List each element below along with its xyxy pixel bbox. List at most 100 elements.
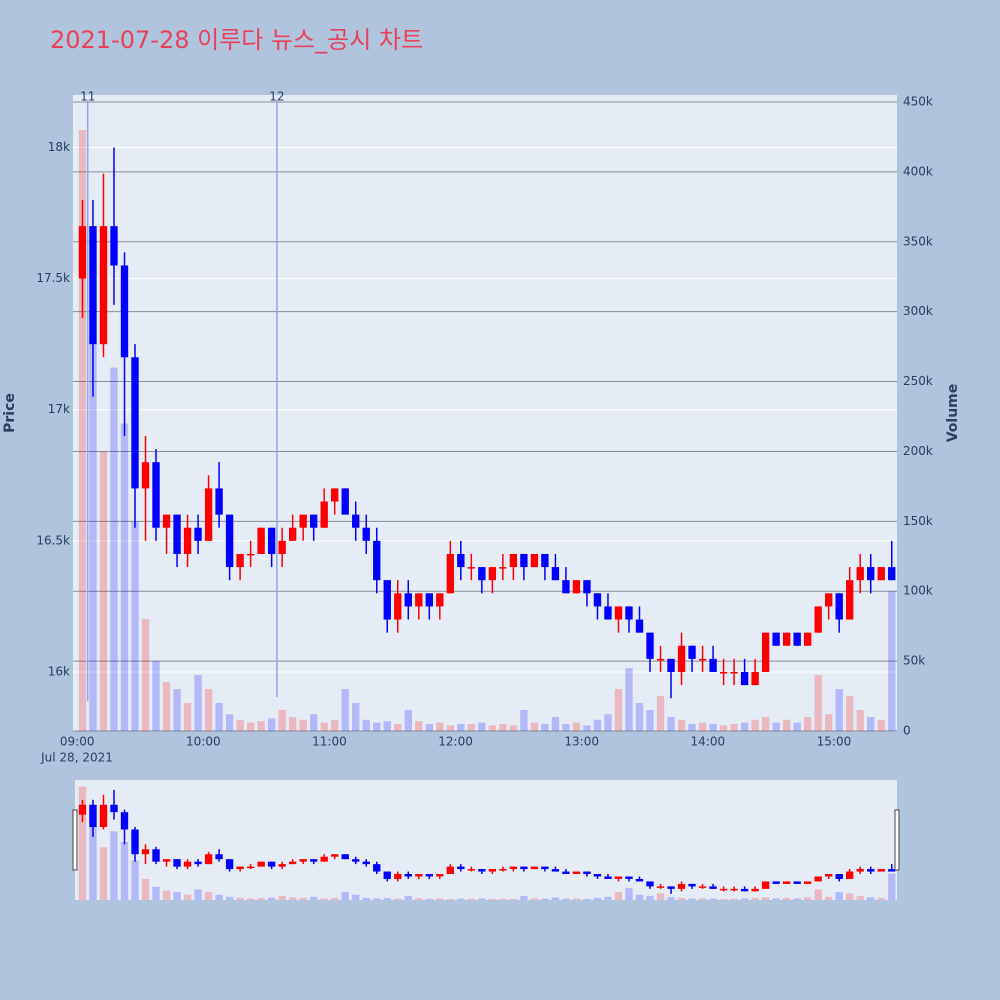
candle-volume-bar xyxy=(341,689,349,731)
slider-body xyxy=(688,883,696,887)
candle-body xyxy=(446,553,454,594)
slider-volume-bar xyxy=(310,896,318,900)
slider-body xyxy=(856,869,864,872)
candle-body xyxy=(646,632,654,659)
candle-body xyxy=(310,514,318,528)
slider-body xyxy=(299,859,307,862)
candle-body xyxy=(352,514,360,528)
slider-volume-bar xyxy=(677,897,686,900)
slider-volume-bar xyxy=(299,897,307,900)
candle-volume-bar xyxy=(846,696,854,731)
slider-body xyxy=(761,881,770,889)
slider-body xyxy=(278,864,286,867)
candle-body xyxy=(257,527,265,554)
slider-volume-bar xyxy=(457,898,465,900)
slider-handle[interactable] xyxy=(72,809,78,871)
x-tick-label: 12:00 xyxy=(438,735,473,749)
slider-body xyxy=(656,886,665,888)
slider-volume-bar xyxy=(572,898,581,900)
slider-volume-bar xyxy=(698,898,707,900)
candle-volume-bar xyxy=(225,714,234,731)
y2-tick-label: 0 xyxy=(903,724,911,738)
candle-volume-bar xyxy=(236,719,244,731)
candle-body xyxy=(635,619,644,633)
slider-body xyxy=(551,869,560,872)
slider-volume-bar xyxy=(404,896,412,900)
candle-body xyxy=(761,632,770,672)
slider-volume-bar xyxy=(215,894,223,900)
candle-volume-bar xyxy=(299,719,307,731)
slider-volume-bar xyxy=(162,890,171,900)
slider-volume-bar xyxy=(825,896,833,900)
slider-volume-bar xyxy=(688,898,696,900)
slider-volume-bar xyxy=(709,898,717,900)
x-tick-label: 11:00 xyxy=(312,735,347,749)
slider-body xyxy=(803,881,812,884)
slider-volume-bar xyxy=(331,897,339,900)
candle-body xyxy=(604,606,612,620)
slider-body xyxy=(120,812,129,830)
slider-body xyxy=(215,854,223,860)
slider-body xyxy=(110,804,118,813)
candle-volume-bar xyxy=(604,714,612,731)
candle-body xyxy=(467,567,476,569)
candle-volume-bar xyxy=(667,717,675,731)
slider-volume-bar xyxy=(478,898,486,900)
y-tick-label: 16.5k xyxy=(36,533,70,547)
candle-volume-bar xyxy=(352,703,360,731)
candle-body xyxy=(236,553,244,568)
candle-volume-bar xyxy=(593,719,602,731)
candle-volume-bar xyxy=(751,719,759,731)
slider-volume-bar xyxy=(541,898,549,900)
candle-volume-bar xyxy=(110,367,118,731)
candle-volume-bar xyxy=(425,724,433,731)
candle-body xyxy=(204,488,213,541)
candle-body xyxy=(888,567,896,581)
slider-body xyxy=(404,874,412,877)
slider-body xyxy=(320,856,328,862)
slider-volume-bar xyxy=(415,898,423,900)
slider-volume-bar xyxy=(467,898,476,900)
x-axis-date: Jul 28, 2021 xyxy=(40,751,113,765)
candle-volume-bar xyxy=(131,521,139,731)
candle-volume-bar xyxy=(562,724,570,731)
slider-body xyxy=(173,859,181,867)
range-slider[interactable] xyxy=(75,780,897,900)
candle-volume-bar xyxy=(803,717,812,731)
slider-volume-bar xyxy=(877,897,885,900)
slider-volume-bar xyxy=(625,888,633,900)
slider-volume-bar xyxy=(352,894,360,900)
slider-volume-bar xyxy=(173,892,181,900)
slider-body xyxy=(646,881,654,887)
slider-volume-bar xyxy=(131,860,139,900)
candle-volume-bar xyxy=(825,714,833,731)
slider-body xyxy=(457,866,465,870)
slider-volume-bar xyxy=(89,826,97,900)
candle-body xyxy=(89,226,97,345)
slider-volume-bar xyxy=(593,897,602,900)
candle-volume-bar xyxy=(730,724,738,731)
candle-volume-bar xyxy=(162,682,171,731)
candle-body xyxy=(562,580,570,594)
y-tick-label: 17k xyxy=(48,402,70,416)
slider-handle[interactable] xyxy=(894,809,900,871)
slider-volume-bar xyxy=(425,898,433,900)
slider-volume-bar xyxy=(656,893,665,900)
y2-axis-title: Volume xyxy=(945,384,961,443)
slider-volume-bar xyxy=(604,896,612,900)
slider-body xyxy=(888,869,896,872)
candle-body xyxy=(782,632,791,646)
y2-tick-label: 300k xyxy=(903,304,933,318)
candle-volume-bar xyxy=(99,451,108,731)
candle-body xyxy=(551,567,560,581)
slider-volume-bar xyxy=(814,889,822,900)
slider-body xyxy=(362,861,370,865)
y2-tick-label: 50k xyxy=(903,654,925,668)
slider-volume-bar xyxy=(667,897,675,900)
slider-body xyxy=(730,888,738,891)
candle-body xyxy=(436,593,444,607)
candle-volume-bar xyxy=(467,724,476,731)
candle-body xyxy=(383,580,391,620)
y2-tick-label: 350k xyxy=(903,234,933,248)
candle-volume-bar xyxy=(541,724,549,731)
